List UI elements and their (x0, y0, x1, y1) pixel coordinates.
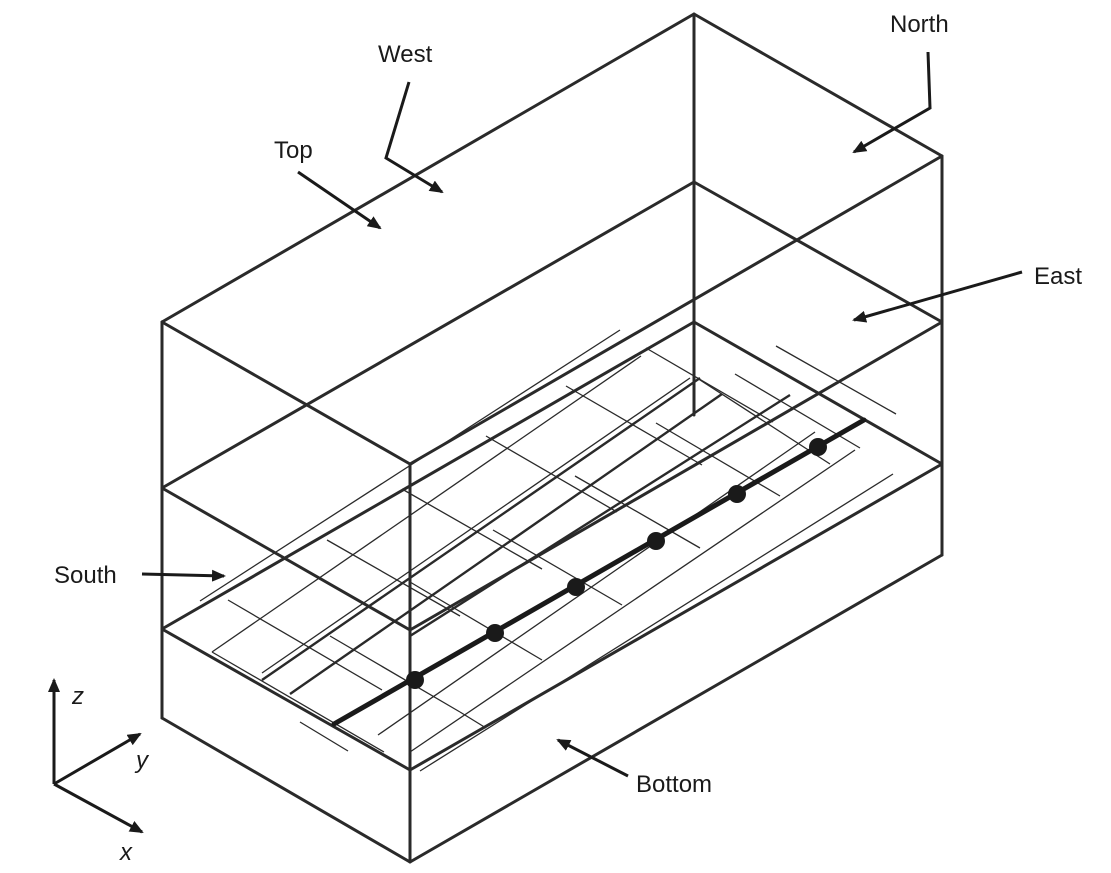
north-leader-arrow (852, 51, 932, 154)
grid-line (329, 635, 461, 713)
layer-edge (160, 180, 944, 632)
grid-line (775, 345, 897, 415)
well-node (728, 485, 746, 503)
reservoir-box (160, 12, 944, 864)
south-leader-arrow (141, 569, 226, 582)
south-label: South (54, 562, 117, 589)
bottom-leader-arrow (556, 738, 629, 778)
rail-line (261, 377, 701, 681)
grid-line (645, 347, 774, 423)
well-node (567, 578, 585, 596)
grid-line (211, 355, 642, 653)
grid-line (409, 449, 856, 753)
well-nodes (406, 438, 827, 689)
east-label: East (1034, 263, 1082, 290)
well-line (331, 417, 867, 727)
coordinate-axes: z y x (48, 678, 150, 866)
bottom-face-edge (160, 553, 944, 864)
grid-line (459, 711, 487, 729)
grid-line (419, 473, 894, 772)
z-axis-label: z (71, 683, 84, 710)
layer-edge (160, 320, 944, 772)
x-axis-label: x (119, 839, 133, 866)
grid-line (326, 539, 461, 617)
rail-line (409, 393, 791, 638)
y-axis-label: y (134, 747, 150, 774)
west-label: West (378, 41, 433, 68)
east-leader-arrow (852, 270, 1023, 323)
top-leader-arrow (297, 170, 382, 230)
grid-line (565, 385, 703, 466)
grid-line (655, 422, 781, 497)
grid-line (401, 488, 543, 570)
rail-line (289, 393, 723, 695)
well-node (406, 671, 424, 689)
grid-line (211, 651, 385, 753)
grid-line (261, 377, 691, 674)
west-leader-arrow (384, 81, 444, 194)
x-axis-arrow (53, 782, 144, 834)
grid-line (299, 721, 349, 752)
well-node (809, 438, 827, 456)
grid-line (227, 599, 383, 691)
grid-line (574, 475, 701, 549)
grid-line (492, 529, 623, 606)
bottom-label: Bottom (636, 771, 712, 798)
well-node (647, 532, 665, 550)
y-axis-arrow (53, 732, 142, 786)
well-node (486, 624, 504, 642)
grid-line (377, 431, 816, 736)
grid-line (485, 435, 618, 513)
north-label: North (890, 11, 949, 38)
top-label: Top (274, 137, 313, 164)
